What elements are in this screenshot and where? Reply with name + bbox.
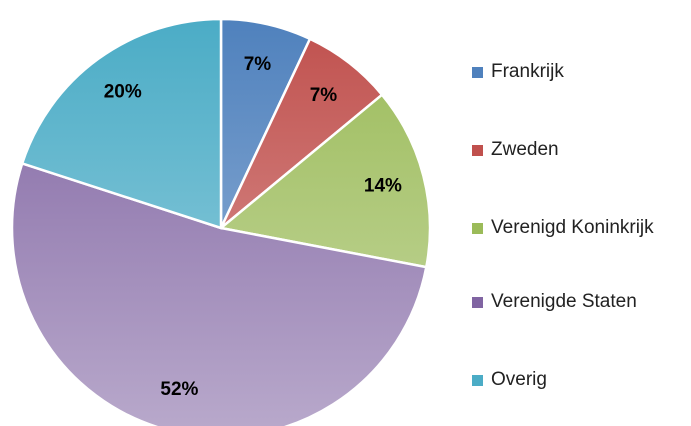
- legend-label: Verenigde Staten: [491, 291, 637, 312]
- pie-slice: [20, 17, 223, 230]
- legend-swatch: [472, 145, 483, 156]
- legend-swatch: [472, 67, 483, 78]
- legend-swatch: [472, 297, 483, 308]
- legend-label: Zweden: [491, 139, 559, 160]
- pie-slice: [218, 93, 432, 269]
- legend-item: Verenigde Staten: [472, 285, 691, 319]
- legend-label: Frankrijk: [491, 61, 564, 82]
- data-label: 7%: [244, 54, 272, 75]
- data-label: 52%: [160, 379, 198, 400]
- legend-swatch: [472, 375, 483, 386]
- data-label: 14%: [364, 175, 402, 196]
- legend-label: Verenigd Koninkrijk: [491, 217, 654, 238]
- legend-item: Verenigd Koninkrijk: [472, 211, 691, 245]
- legend-label: Overig: [491, 369, 547, 390]
- pie-slice: [10, 161, 428, 426]
- legend-item: Zweden: [472, 133, 691, 167]
- legend-swatch: [472, 223, 483, 234]
- legend-item: Overig: [472, 363, 691, 397]
- data-label: 20%: [104, 82, 142, 103]
- data-label: 7%: [310, 85, 338, 106]
- legend-item: Frankrijk: [472, 55, 691, 89]
